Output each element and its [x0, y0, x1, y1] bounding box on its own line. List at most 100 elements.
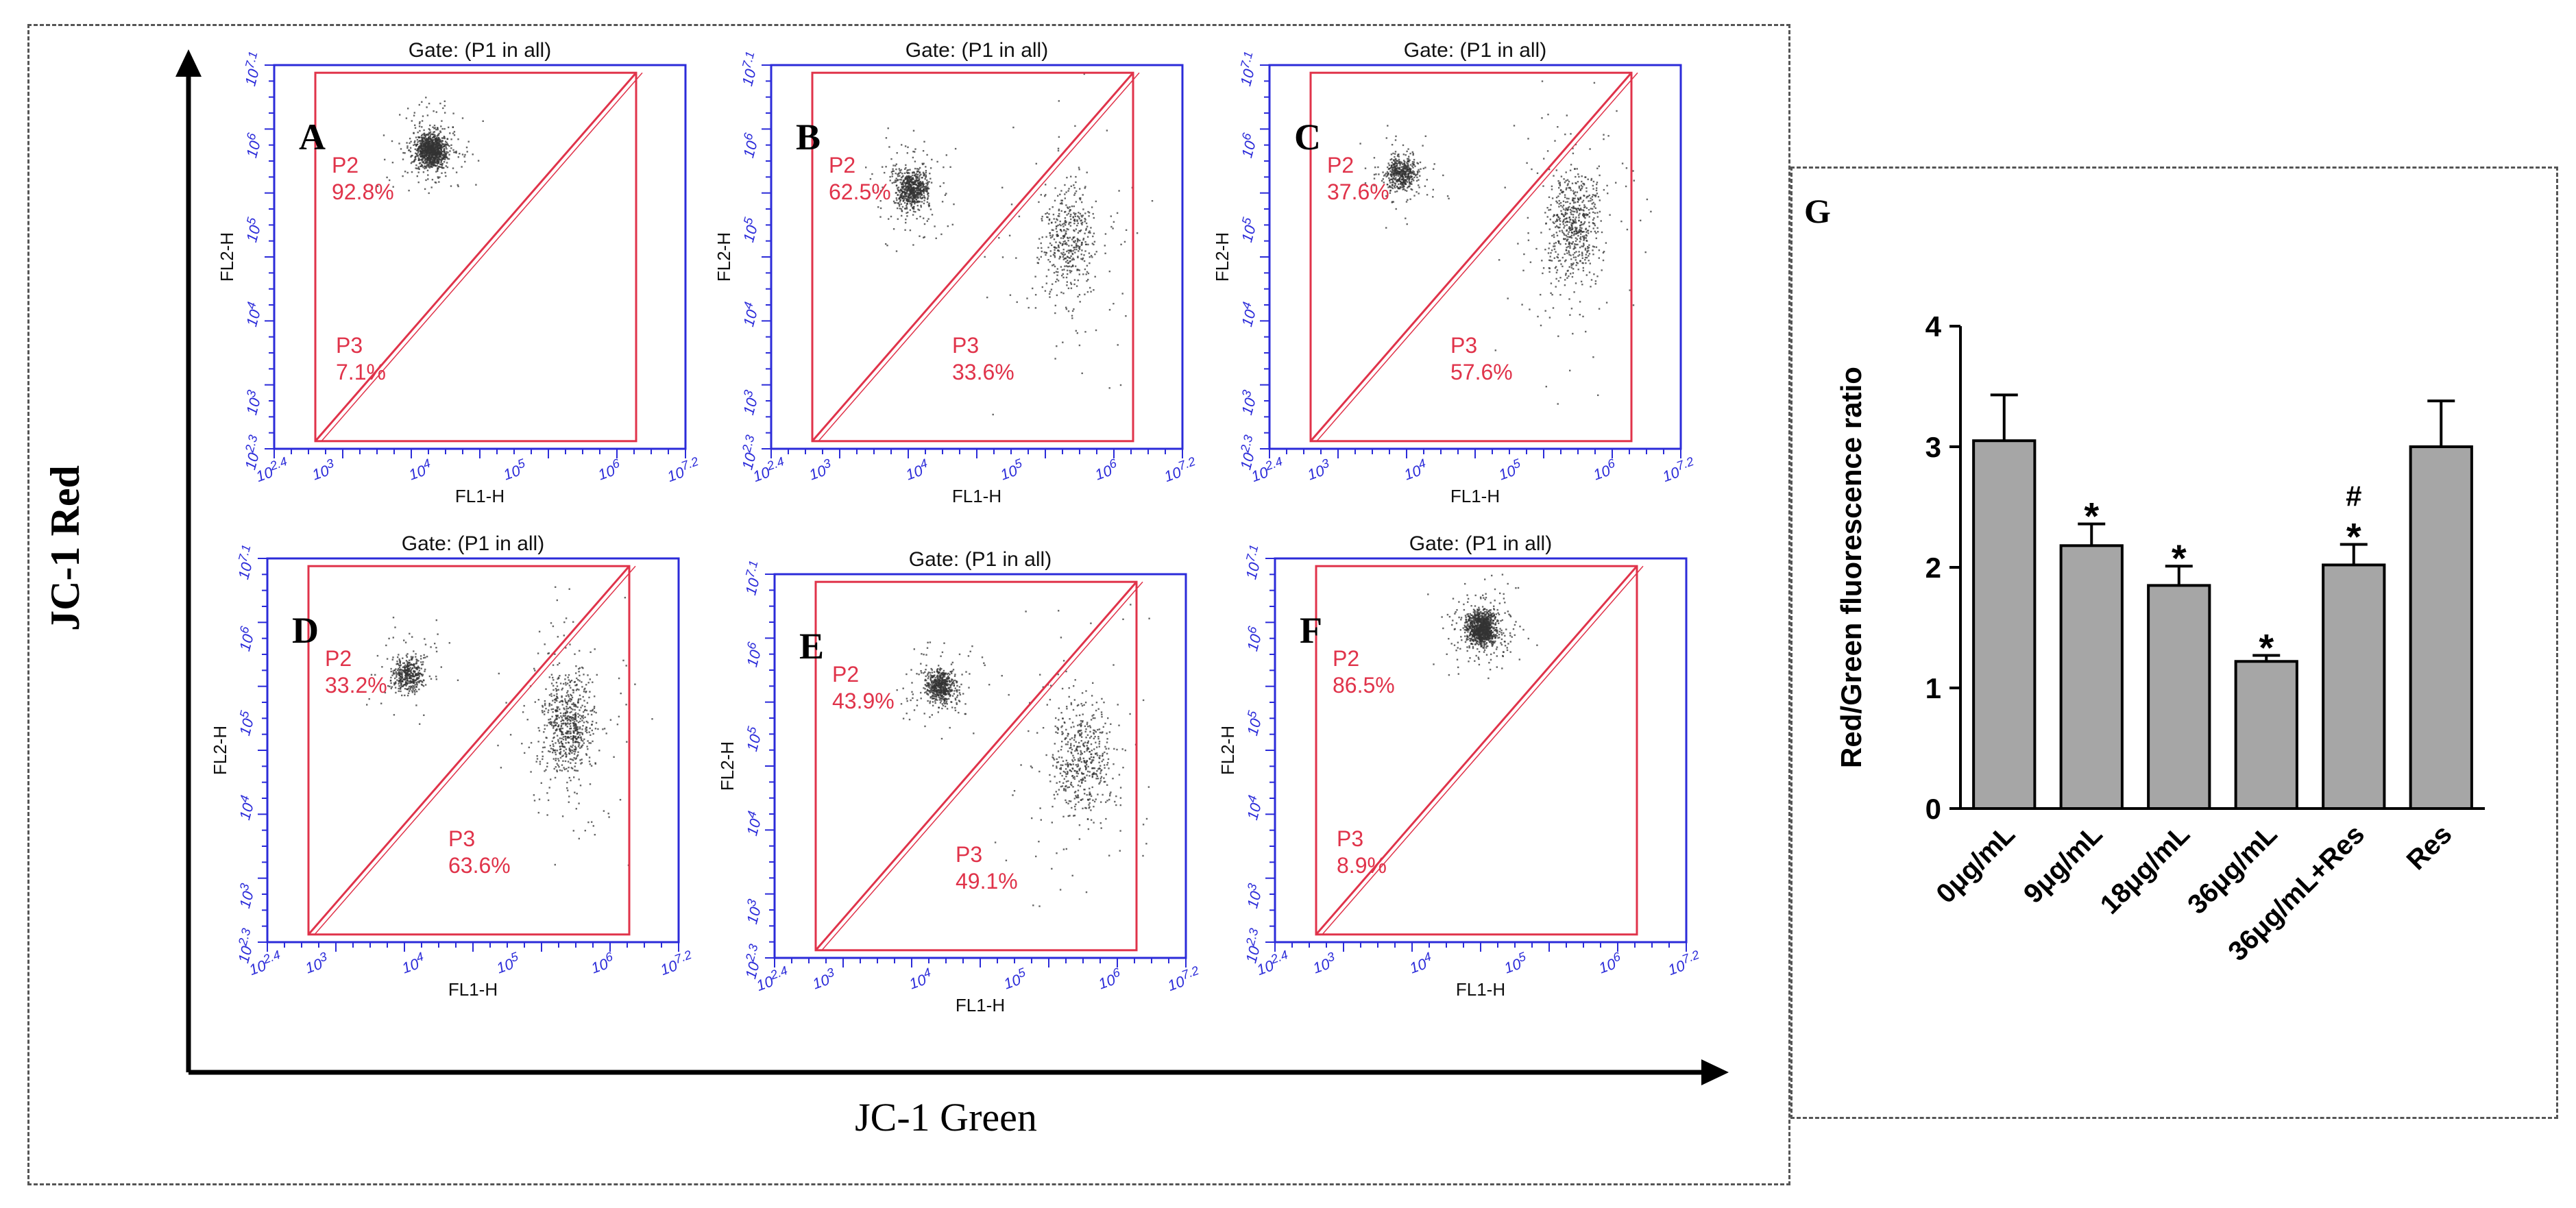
scatter-dot [1640, 219, 1642, 221]
scatter-dot [587, 748, 589, 750]
scatter-dot [538, 630, 541, 632]
scatter-dot [566, 767, 568, 770]
scatter-dot [570, 732, 572, 735]
scatter-dot [1394, 165, 1396, 167]
scatter-dot [572, 691, 574, 693]
scatter-dot [564, 698, 566, 700]
scatter-dot [565, 695, 568, 697]
scatter-dot [392, 672, 395, 674]
scatter-dot [1558, 199, 1560, 202]
scatter-dot [1060, 266, 1062, 268]
scatter-dot [1621, 162, 1624, 164]
scatter-dot [559, 753, 561, 755]
scatter-dot [1548, 196, 1551, 198]
scatter-dot [560, 724, 563, 727]
scatter-dot [413, 650, 415, 652]
scatter-dot [414, 684, 416, 686]
scatter-dot [1576, 210, 1578, 212]
scatter-dot [916, 204, 919, 207]
scatter-dot [1557, 126, 1559, 128]
scatter-dot [1084, 187, 1086, 189]
scatter-dot [417, 678, 419, 680]
scatter-dot [1426, 179, 1428, 181]
scatter-dot [419, 723, 421, 725]
scatter-dot [403, 662, 406, 664]
scatter-dot [919, 189, 921, 191]
scatter-dot [430, 164, 433, 166]
scatter-dot [1071, 315, 1073, 317]
scatter-dot [1577, 173, 1579, 175]
scatter-dot [1398, 168, 1400, 170]
scatter-dot [430, 151, 433, 153]
scatter-dot [908, 188, 910, 190]
scatter-dot [1572, 332, 1574, 335]
scatter-dot [1073, 241, 1075, 243]
scatter-dot [1364, 182, 1367, 184]
scatter-dot [1392, 181, 1394, 184]
scatter-dot [903, 208, 906, 210]
scatter-dot [922, 184, 924, 186]
scatter-dot [921, 197, 923, 199]
scatter-dot [1067, 262, 1069, 264]
scatter-dot [1594, 230, 1596, 232]
scatter-dot [1071, 310, 1074, 312]
scatter-dot [400, 676, 402, 678]
scatter-dot [1405, 183, 1407, 185]
scatter-dot [438, 156, 441, 158]
scatter-dot [1001, 186, 1004, 188]
scatter-dot [926, 220, 928, 222]
scatter-dot [565, 756, 567, 758]
tick-label: 103 [232, 882, 258, 910]
scatter-dot [442, 153, 445, 156]
scatter-dot [921, 186, 923, 188]
scatter-dot [566, 732, 568, 735]
scatter-dot [1575, 259, 1577, 261]
scatter-dot [1151, 200, 1154, 202]
scatter-dot [1071, 238, 1073, 241]
scatter-dot [901, 177, 903, 179]
scatter-dot [914, 187, 916, 190]
scatter-dot [1086, 225, 1089, 227]
scatter-dot [395, 681, 397, 683]
scatter-dot [423, 143, 425, 145]
scatter-dot [1392, 167, 1394, 169]
scatter-dot [1595, 237, 1597, 239]
scatter-dot [437, 170, 439, 172]
scatter-dot [912, 186, 914, 188]
scatter-dot [1566, 187, 1568, 189]
scatter-dot [438, 139, 440, 141]
scatter-dot [1578, 175, 1580, 178]
scatter-dot [1494, 349, 1496, 352]
scatter-dot [448, 153, 450, 156]
scatter-dot [570, 735, 572, 738]
scatter-dot [914, 201, 916, 204]
scatter-dot [1394, 173, 1396, 175]
scatter-dot [429, 149, 431, 151]
scatter-dot [1581, 253, 1583, 255]
scatter-dot [894, 180, 897, 182]
tick-label: 103 [1304, 456, 1333, 484]
p2-label: P2 [1327, 153, 1354, 177]
scatter-dot [414, 140, 416, 143]
scatter-dot [916, 192, 918, 194]
scatter-dot [553, 694, 555, 697]
scatter-dot [912, 184, 914, 186]
scatter-dot [1566, 239, 1568, 241]
scatter-dot [1393, 173, 1395, 175]
x-axis-title: JC-1 Green [855, 1095, 1037, 1139]
scatter-dot [1067, 256, 1069, 258]
scatter-dot [619, 799, 622, 801]
scatter-dot [404, 694, 406, 697]
scatter-dot [992, 413, 994, 416]
scatter-dot [554, 776, 557, 779]
scatter-dot [1416, 171, 1419, 173]
scatter-dot [433, 144, 435, 146]
scatter-dot [423, 654, 425, 656]
scatter-dot [581, 762, 583, 764]
scatter-dot [905, 167, 907, 169]
scatter-dot [1389, 170, 1392, 172]
scatter-dot [413, 669, 415, 672]
scatter-dot [1077, 279, 1079, 282]
x-axis-label: FL1-H [1450, 486, 1500, 506]
scatter-dot [1575, 264, 1577, 267]
